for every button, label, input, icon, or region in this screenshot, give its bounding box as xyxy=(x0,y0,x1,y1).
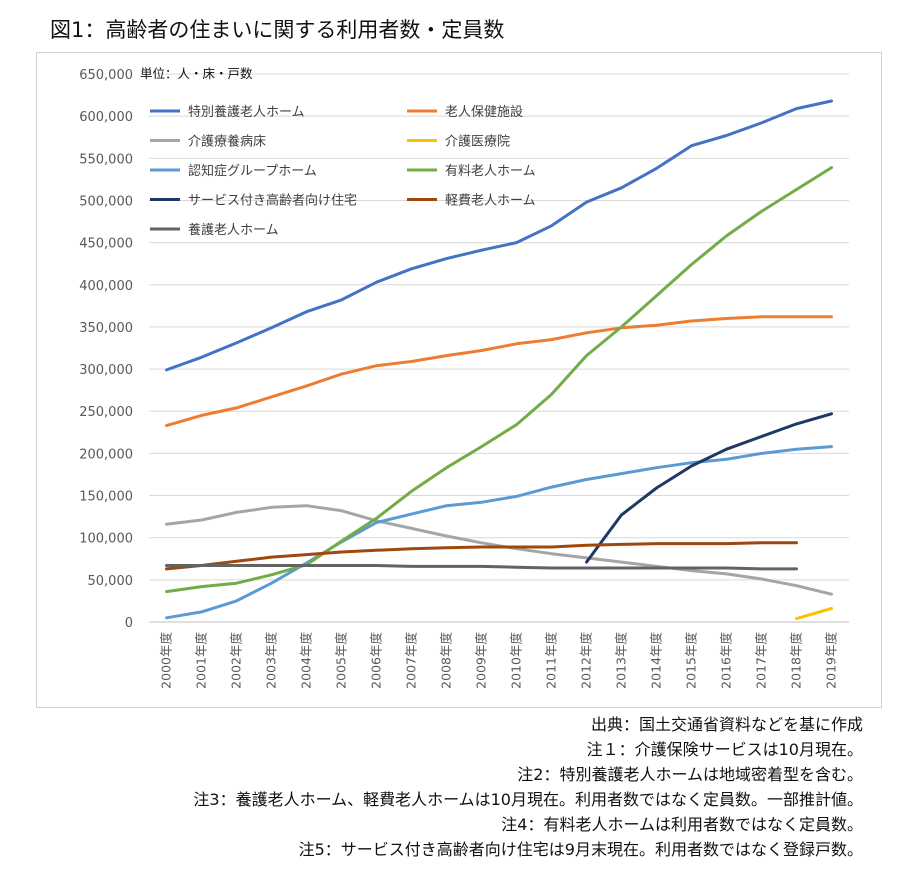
series-line-5 xyxy=(165,166,833,594)
legend-label: 介護医療院 xyxy=(445,134,510,150)
legend-item: 老人保健施設 xyxy=(407,104,523,120)
x-tick-label: 2019年度 xyxy=(824,632,839,689)
x-tick-label: 2002年度 xyxy=(229,632,244,689)
unit-label: 単位：人・床・戸数 xyxy=(140,66,253,81)
x-tick-label: 2007年度 xyxy=(404,632,419,689)
x-axis: 2000年度 2001年度 2002年度 2003年度 2004年度 2005年度 2006… xyxy=(159,632,839,689)
y-tick-label: 600,000 xyxy=(79,110,133,125)
note-3: 注3：養護老人ホーム、軽費老人ホームは10月現在。利用者数ではなく定員数。一部推… xyxy=(193,790,863,809)
x-tick-label: 2013年度 xyxy=(614,632,629,689)
y-tick-label: 200,000 xyxy=(79,447,133,462)
legend-item: 特別養護老人ホーム xyxy=(150,104,305,120)
x-tick-label: 2005年度 xyxy=(334,632,349,689)
y-tick-label: 100,000 xyxy=(79,532,133,547)
series-lines xyxy=(165,99,833,621)
x-tick-label: 2011年度 xyxy=(544,632,559,689)
chart-title: 図1：高齢者の住まいに関する利用者数・定員数 xyxy=(50,18,505,42)
legend-item: 認知症グループホーム xyxy=(150,163,317,179)
y-tick-label: 350,000 xyxy=(79,321,133,336)
legend-item: サービス付き高齢者向け住宅 xyxy=(150,193,357,209)
x-tick-label: 2017年度 xyxy=(754,632,769,689)
grid-lines xyxy=(149,73,849,623)
x-tick-label: 2001年度 xyxy=(194,632,209,689)
legend-label: サービス付き高齢者向け住宅 xyxy=(188,193,357,209)
x-tick-label: 2008年度 xyxy=(439,632,454,689)
x-tick-label: 2004年度 xyxy=(299,632,314,689)
x-tick-label: 2018年度 xyxy=(789,632,804,689)
legend-item: 有料老人ホーム xyxy=(407,164,536,179)
legend-label: 特別養護老人ホーム xyxy=(188,104,305,120)
x-tick-label: 2009年度 xyxy=(474,632,489,689)
legend-item: 養護老人ホーム xyxy=(150,222,279,238)
x-tick-label: 2012年度 xyxy=(579,632,594,689)
legend-label: 介護療養病床 xyxy=(188,134,266,150)
series-line-3 xyxy=(795,607,833,621)
legend-label: 有料老人ホーム xyxy=(445,164,536,179)
note-5: 注5：サービス付き高齢者向け住宅は9月末現在。利用者数ではなく登録戸数。 xyxy=(298,840,863,859)
series-line-8 xyxy=(165,564,798,571)
series-line-4 xyxy=(165,445,833,620)
legend-item: 介護療養病床 xyxy=(150,134,266,150)
y-tick-label: 650,000 xyxy=(79,68,133,83)
y-tick-label: 300,000 xyxy=(79,363,133,378)
notes: 出典：国土交通省資料などを基に作成 注１：介護保険サービスは10月現在。 注2：… xyxy=(193,712,863,862)
chart-frame: 0 50,000 100,000 150,000 200,000 250,000 300,0… xyxy=(36,52,882,708)
x-tick-label: 2014年度 xyxy=(649,632,664,689)
x-tick-label: 2003年度 xyxy=(264,632,279,689)
legend-label: 老人保健施設 xyxy=(445,104,523,120)
y-tick-label: 50,000 xyxy=(88,574,134,589)
note-4: 注4：有料老人ホームは利用者数ではなく定員数。 xyxy=(501,815,863,834)
x-tick-label: 2000年度 xyxy=(159,632,174,689)
series-line-2 xyxy=(165,504,833,596)
legend-item: 介護医療院 xyxy=(407,134,510,150)
y-axis: 0 50,000 100,000 150,000 200,000 250,000 300,0… xyxy=(79,68,133,631)
series-line-1 xyxy=(165,315,833,428)
x-tick-label: 2006年度 xyxy=(369,632,384,689)
x-tick-label: 2010年度 xyxy=(509,632,524,689)
series-line-0 xyxy=(165,99,833,372)
legend-label: 認知症グループホーム xyxy=(188,163,317,179)
legend-item: 軽費老人ホーム xyxy=(407,194,536,209)
note-2: 注2：特別養護老人ホームは地域密着型を含む。 xyxy=(517,765,863,784)
y-tick-label: 250,000 xyxy=(79,405,133,420)
y-tick-label: 0 xyxy=(125,616,133,631)
y-tick-label: 550,000 xyxy=(79,152,133,167)
legend-label: 養護老人ホーム xyxy=(188,222,279,238)
y-tick-label: 450,000 xyxy=(79,237,133,252)
note-1: 注１：介護保険サービスは10月現在。 xyxy=(586,740,863,759)
y-tick-label: 150,000 xyxy=(79,490,133,505)
legend-label: 軽費老人ホーム xyxy=(445,194,536,209)
x-tick-label: 2016年度 xyxy=(719,632,734,689)
series-line-7 xyxy=(165,541,798,571)
y-tick-label: 500,000 xyxy=(79,194,133,209)
x-tick-label: 2015年度 xyxy=(684,632,699,689)
line-chart: 0 50,000 100,000 150,000 200,000 250,000 300,0… xyxy=(79,66,849,689)
y-tick-label: 400,000 xyxy=(79,279,133,294)
series-line-6 xyxy=(585,412,833,564)
note-source: 出典：国土交通省資料などを基に作成 xyxy=(590,715,863,734)
